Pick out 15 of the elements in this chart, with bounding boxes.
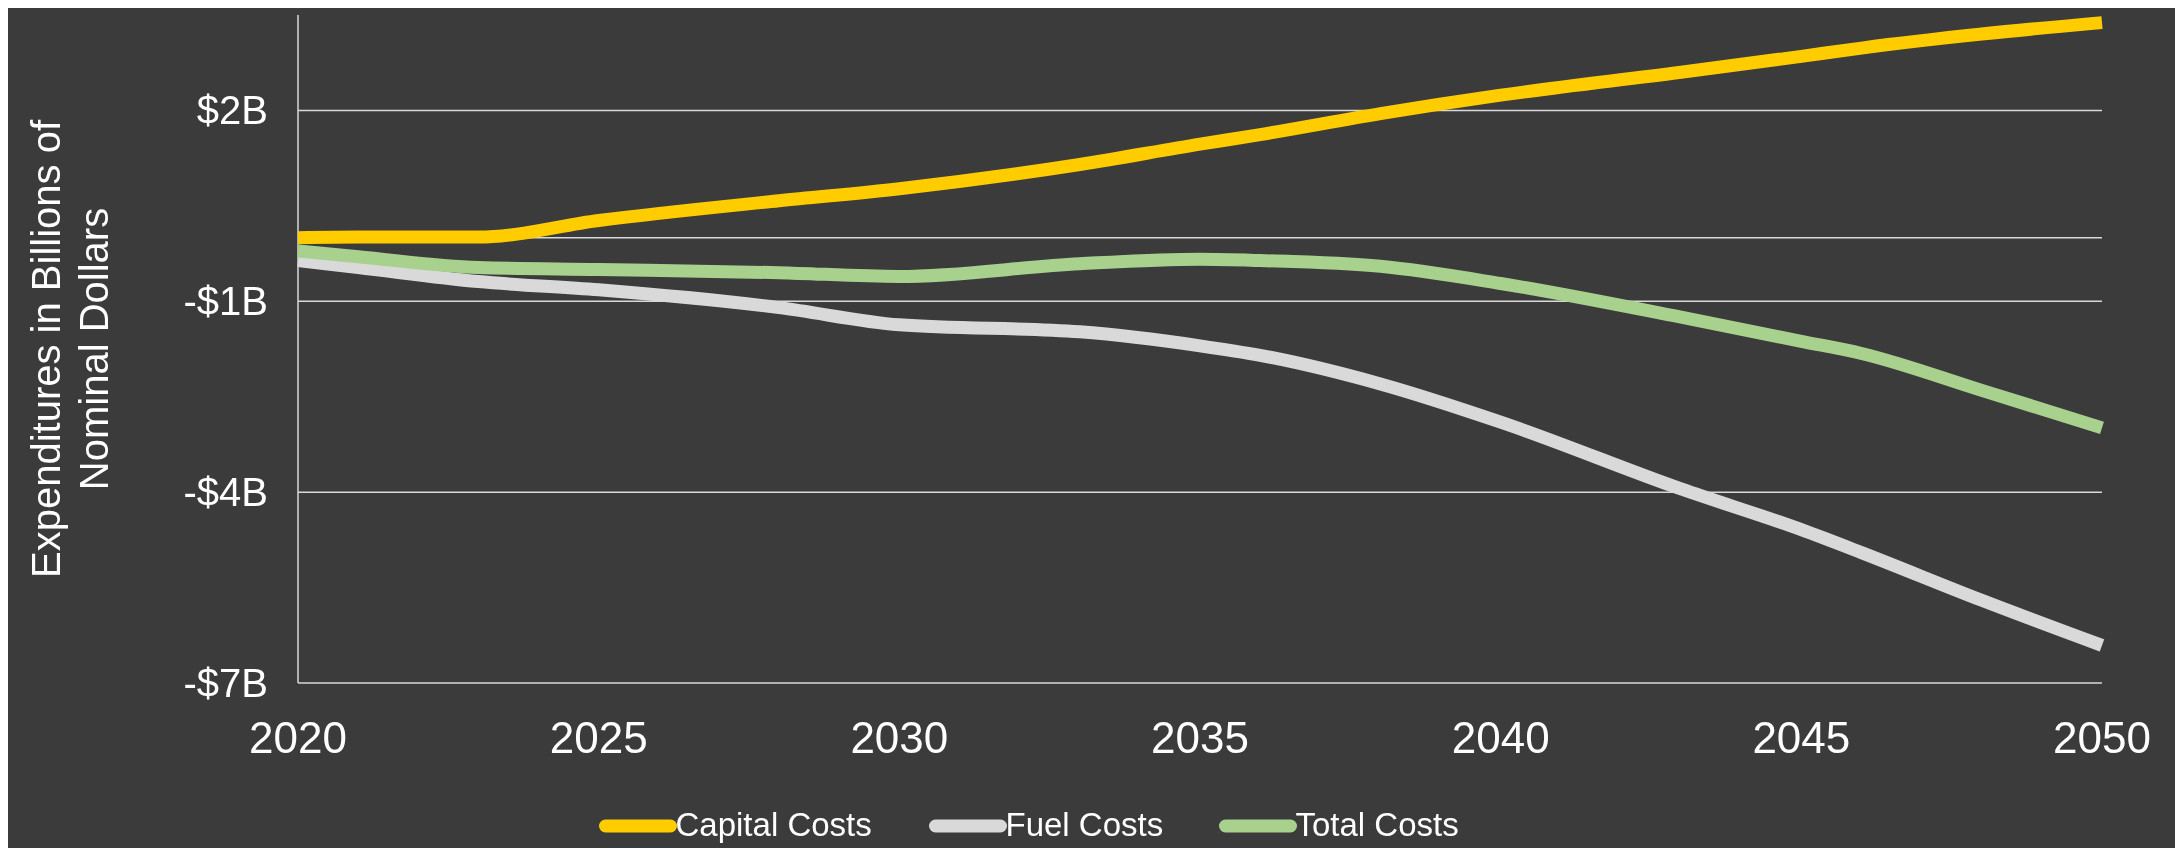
- x-tick-label: 2040: [1451, 713, 1550, 762]
- x-tick-label: 2050: [2053, 713, 2151, 762]
- y-axis-title: Expenditures in Billions of Nominal Dollars: [24, 119, 116, 579]
- y-tick-label: $2B: [196, 88, 268, 133]
- legend-label: Total Costs: [1295, 806, 1459, 843]
- x-tick-label: 2025: [549, 713, 648, 762]
- y-tick-label: -$4B: [183, 470, 268, 515]
- x-tick-label: 2020: [249, 713, 347, 762]
- y-tick-label: -$7B: [183, 661, 268, 705]
- y-tick-label: -$1B: [183, 279, 268, 324]
- x-tick-label: 2030: [850, 713, 949, 762]
- legend-label: Fuel Costs: [1005, 806, 1164, 843]
- legend-label: Capital Costs: [675, 806, 872, 843]
- x-tick-label: 2035: [1151, 713, 1249, 762]
- x-tick-label: 2045: [1752, 713, 1851, 762]
